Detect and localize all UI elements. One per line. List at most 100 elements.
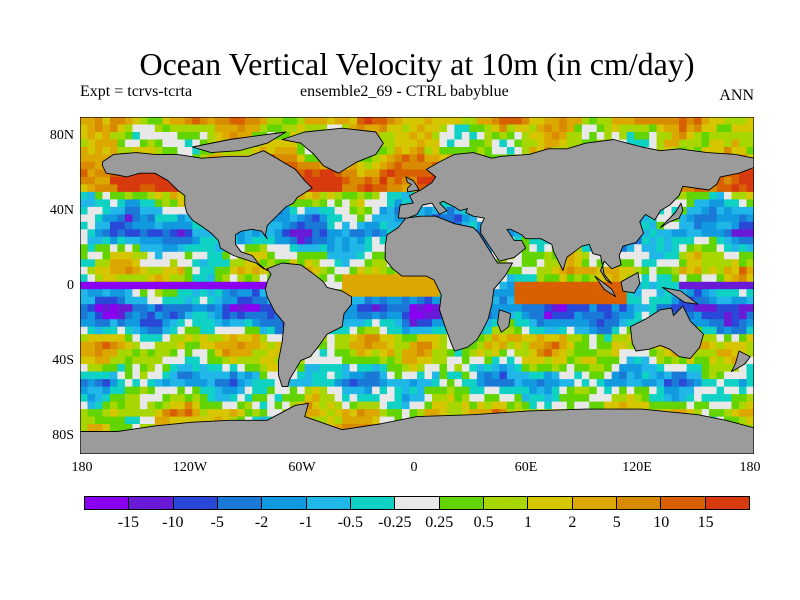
- field-cell: [95, 394, 104, 403]
- field-cell: [95, 199, 104, 208]
- field-cell: [372, 401, 381, 410]
- field-cell: [95, 147, 104, 156]
- field-cell: [739, 386, 748, 395]
- field-cell: [162, 371, 171, 380]
- field-cell: [282, 124, 291, 133]
- field-cell: [686, 221, 695, 230]
- field-cell: [312, 117, 321, 126]
- field-cell: [357, 334, 366, 343]
- field-cell: [649, 124, 658, 133]
- field-cell: [454, 139, 463, 148]
- field-cell: [199, 386, 208, 395]
- field-cell: [132, 214, 141, 223]
- field-cell: [110, 124, 119, 133]
- field-cell: [604, 296, 613, 305]
- field-cell: [686, 191, 695, 200]
- field-cell: [731, 341, 740, 350]
- field-cell: [147, 274, 156, 283]
- field-cell: [432, 341, 441, 350]
- field-cell: [102, 364, 111, 373]
- field-cell: [506, 124, 515, 133]
- field-cell: [222, 356, 231, 365]
- field-cell: [739, 379, 748, 388]
- field-cell: [679, 274, 688, 283]
- field-cell: [574, 296, 583, 305]
- field-cell: [357, 251, 366, 260]
- field-cell: [417, 274, 426, 283]
- field-cell: [132, 319, 141, 328]
- field-cell: [297, 236, 306, 245]
- field-cell: [402, 199, 411, 208]
- field-cell: [259, 281, 268, 290]
- field-cell: [574, 259, 583, 268]
- field-cell: [589, 251, 598, 260]
- field-cell: [147, 184, 156, 193]
- field-cell: [177, 326, 186, 335]
- field-cell: [544, 311, 553, 320]
- field-cell: [394, 147, 403, 156]
- field-cell: [731, 206, 740, 215]
- field-cell: [394, 206, 403, 215]
- field-cell: [162, 296, 171, 305]
- field-cell: [139, 229, 148, 238]
- field-cell: [679, 401, 688, 410]
- field-cell: [589, 386, 598, 395]
- field-cell: [117, 221, 126, 230]
- field-cell: [334, 401, 343, 410]
- field-cell: [701, 214, 710, 223]
- field-cell: [327, 206, 336, 215]
- field-cell: [334, 266, 343, 275]
- field-cell: [529, 296, 538, 305]
- field-cell: [117, 356, 126, 365]
- field-cell: [244, 266, 253, 275]
- field-cell: [327, 244, 336, 253]
- field-cell: [117, 364, 126, 373]
- land-uk: [405, 176, 420, 193]
- field-cell: [664, 244, 673, 253]
- field-cell: [476, 132, 485, 141]
- field-cell: [716, 371, 725, 380]
- field-cell: [716, 266, 725, 275]
- colorbar-swatch: [85, 497, 130, 509]
- field-cell: [739, 304, 748, 313]
- field-cell: [506, 356, 515, 365]
- field-cell: [476, 364, 485, 373]
- field-cell: [604, 364, 613, 373]
- field-cell: [461, 356, 470, 365]
- field-cell: [641, 401, 650, 410]
- field-cell: [566, 341, 575, 350]
- field-cell: [626, 117, 635, 126]
- field-cell: [334, 229, 343, 238]
- field-cell: [387, 296, 396, 305]
- field-cell: [372, 214, 381, 223]
- field-cell: [701, 117, 710, 126]
- field-cell: [514, 379, 523, 388]
- field-cell: [154, 364, 163, 373]
- field-cell: [124, 117, 133, 126]
- field-cell: [87, 409, 96, 418]
- field-cell: [147, 199, 156, 208]
- field-cell: [514, 117, 523, 126]
- field-cell: [686, 199, 695, 208]
- field-cell: [589, 274, 598, 283]
- field-cell: [454, 394, 463, 403]
- field-cell: [372, 154, 381, 163]
- field-cell: [87, 132, 96, 141]
- field-cell: [199, 117, 208, 126]
- field-cell: [664, 266, 673, 275]
- field-cell: [619, 319, 628, 328]
- field-cell: [671, 356, 680, 365]
- field-cell: [237, 349, 246, 358]
- field-cell: [574, 132, 583, 141]
- field-cell: [139, 364, 148, 373]
- field-cell: [207, 401, 216, 410]
- field-cell: [244, 132, 253, 141]
- field-cell: [327, 341, 336, 350]
- field-cell: [664, 139, 673, 148]
- field-cell: [649, 221, 658, 230]
- field-cell: [694, 266, 703, 275]
- field-cell: [117, 132, 126, 141]
- field-cell: [80, 169, 89, 178]
- field-cell: [536, 311, 545, 320]
- field-cell: [521, 236, 530, 245]
